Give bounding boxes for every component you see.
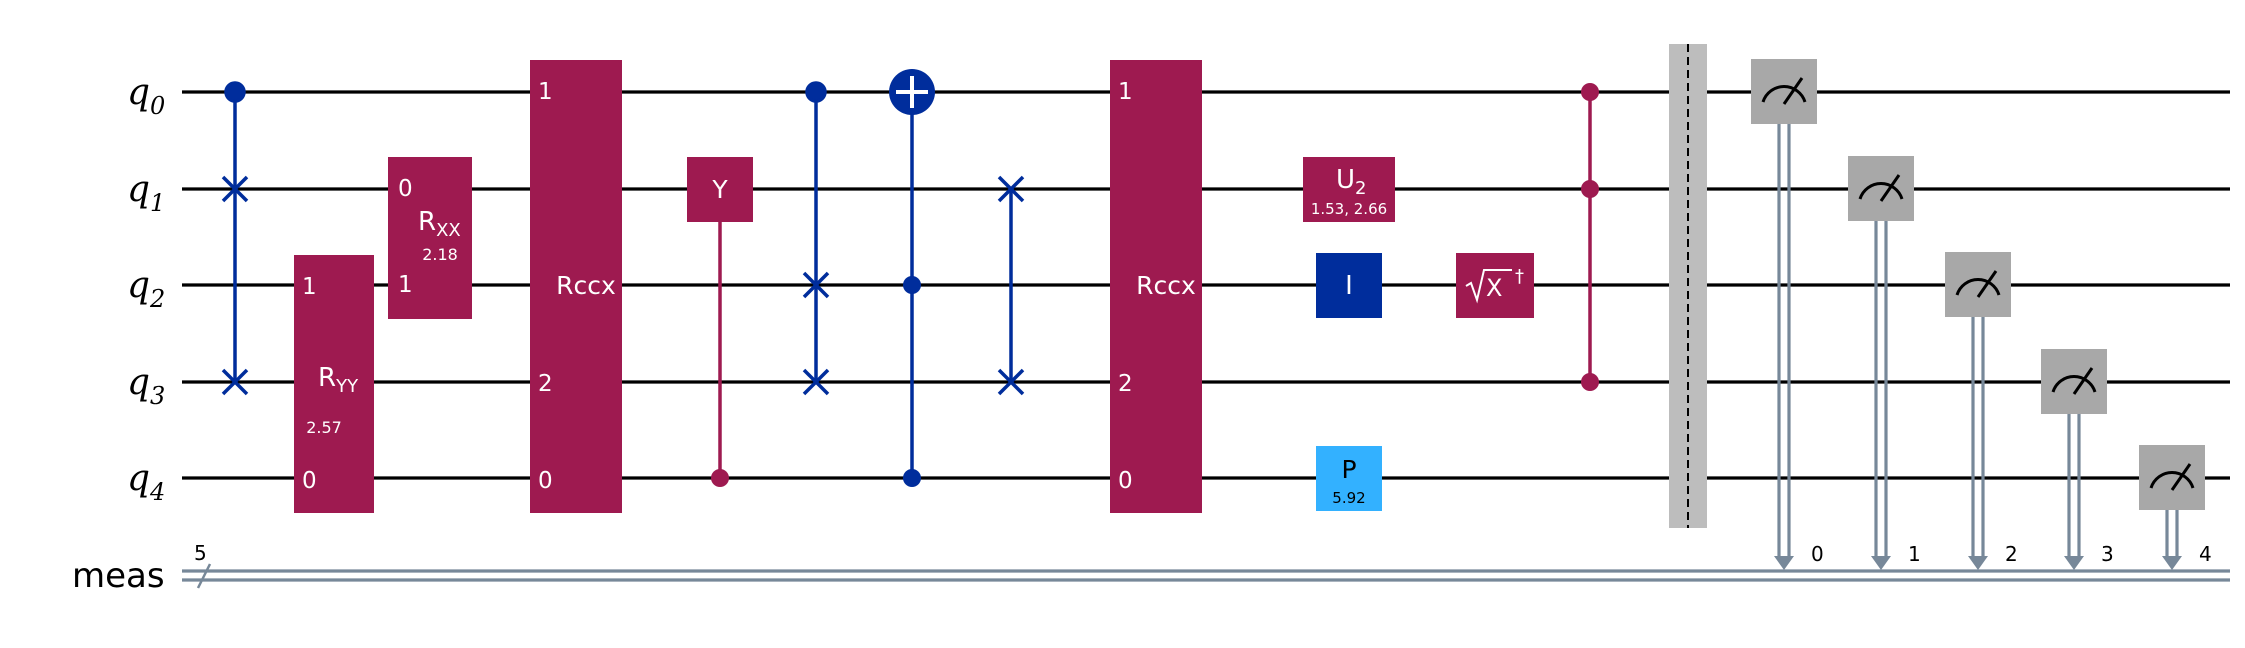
swap-q0-q3	[221, 81, 249, 396]
measure-bit-label: 3	[2101, 542, 2114, 566]
ccz-gate	[1581, 83, 1599, 391]
label-q4: q4	[127, 458, 165, 506]
svg-text:1: 1	[398, 272, 413, 298]
svg-text:5.92: 5.92	[1332, 489, 1365, 507]
swap-q1-q3	[997, 175, 1025, 396]
svg-text:U2: U2	[1336, 165, 1366, 199]
arrow-down-icon	[2162, 556, 2182, 570]
u2-gate: U2 1.53, 2.66	[1303, 157, 1395, 222]
svg-text:Rccx: Rccx	[556, 271, 616, 300]
ryy-gate: 1 0 RYY 2.57	[294, 255, 374, 513]
rccx-gate-2: 1 2 0 Rccx	[1110, 60, 1202, 513]
svg-text:Y: Y	[711, 175, 728, 204]
label-q3: q3	[127, 362, 165, 410]
phase-gate: P 5.92	[1316, 446, 1382, 511]
svg-text:1: 1	[538, 79, 553, 105]
svg-text:2: 2	[538, 371, 553, 397]
sqrt-icon	[1465, 269, 1512, 304]
svg-text:RXX: RXX	[418, 207, 461, 241]
label-q0: q0	[127, 72, 165, 120]
classical-size: 5	[194, 541, 207, 565]
cy-gate: Y	[687, 157, 753, 487]
arrow-down-icon	[1968, 556, 1988, 570]
sxdg-gate: X †	[1456, 253, 1534, 318]
svg-text:0: 0	[302, 468, 317, 494]
svg-text:†: †	[1515, 266, 1524, 287]
measure-bit-label: 2	[2005, 542, 2018, 566]
measure-bit-label: 0	[1811, 542, 1824, 566]
svg-text:0: 0	[398, 176, 413, 202]
meter-icon	[2051, 375, 2097, 393]
measurements: 0 1 2 3 4	[1751, 59, 2212, 570]
measure-bit-label: 1	[1908, 542, 1921, 566]
svg-text:0: 0	[1118, 468, 1133, 494]
rccx-gate-1: 1 2 0 Rccx	[530, 60, 622, 513]
arrow-down-icon	[1871, 556, 1891, 570]
measure-gate-q1: 1	[1848, 156, 1921, 570]
svg-text:P: P	[1341, 455, 1356, 484]
svg-text:2.18: 2.18	[422, 245, 458, 264]
identity-gate: I	[1316, 253, 1382, 318]
svg-text:1.53, 2.66: 1.53, 2.66	[1311, 200, 1387, 218]
label-q2: q2	[127, 265, 165, 313]
arrow-down-icon	[1774, 556, 1794, 570]
label-q1: q1	[127, 169, 165, 217]
meter-icon	[1761, 85, 1807, 103]
wire-labels: q0 q1 q2 q3 q4 meas	[72, 72, 165, 596]
svg-text:Rccx: Rccx	[1136, 271, 1196, 300]
svg-text:I: I	[1345, 271, 1353, 301]
measure-gate-q2: 2	[1945, 252, 2018, 570]
rxx-gate: 0 1 RXX 2.18	[388, 157, 472, 319]
label-meas: meas	[72, 556, 165, 596]
ccx-gate	[889, 69, 935, 487]
svg-text:2.57: 2.57	[306, 418, 342, 437]
svg-text:2: 2	[1118, 371, 1133, 397]
qubit-wires	[182, 90, 2230, 480]
svg-text:X: X	[1486, 274, 1502, 302]
svg-text:0: 0	[538, 468, 553, 494]
measure-gate-q4: 4	[2139, 445, 2212, 570]
meter-icon	[2149, 471, 2195, 489]
measure-bit-label: 4	[2199, 542, 2212, 566]
meter-icon	[1955, 278, 2001, 296]
barrier	[1669, 44, 1707, 528]
meter-icon	[1858, 182, 1904, 200]
svg-text:1: 1	[302, 274, 317, 300]
arrow-down-icon	[2064, 556, 2084, 570]
cswap-gate	[802, 81, 830, 396]
measure-gate-q0: 0	[1751, 59, 1824, 570]
measure-gate-q3: 3	[2041, 349, 2114, 570]
classical-wire: 5	[182, 541, 2230, 589]
svg-text:1: 1	[1118, 79, 1133, 105]
svg-text:RYY: RYY	[318, 363, 359, 397]
